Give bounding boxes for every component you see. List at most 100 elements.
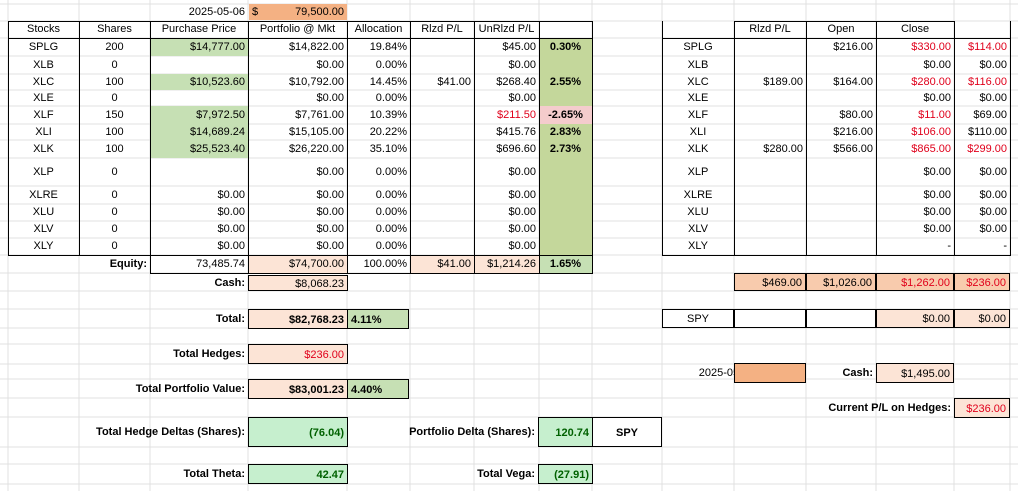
hedge-xlb-diff[interactable]: $0.00 bbox=[979, 59, 1007, 71]
hedge-xlf-rlzd[interactable] bbox=[734, 106, 806, 124]
row-xlre-mkt[interactable]: $0.00 bbox=[316, 189, 344, 201]
hedge-xlv-close[interactable]: $0.00 bbox=[923, 223, 951, 235]
hedge-xlk-close[interactable]: $865.00 bbox=[911, 143, 951, 155]
row-xlu-stock[interactable]: XLU bbox=[32, 206, 55, 218]
hedge-xlb-rlzd[interactable] bbox=[734, 56, 806, 74]
hedge-splg-stock[interactable]: SPLG bbox=[683, 41, 713, 53]
hedge-xlb-close[interactable]: $0.00 bbox=[923, 59, 951, 71]
hedge-total-open[interactable]: $1,026.00 bbox=[806, 273, 876, 291]
hedge-xlp-open[interactable] bbox=[806, 158, 876, 186]
row-xli-alloc[interactable]: 20.22% bbox=[369, 126, 407, 138]
row-xlf-unrlzd[interactable]: $211.50 bbox=[497, 109, 536, 121]
equity-alloc[interactable]: 100.00% bbox=[363, 258, 407, 270]
row-xli-shares[interactable]: 100 bbox=[105, 126, 124, 138]
row-xlc-alloc[interactable]: 14.45% bbox=[369, 76, 407, 88]
hedge-xlv-open[interactable] bbox=[806, 221, 876, 238]
portfolio-value[interactable]: $83,001.23 bbox=[248, 379, 348, 399]
hedge-xlk-open[interactable]: $566.00 bbox=[833, 143, 873, 155]
row-xle-unrlzd[interactable]: $0.00 bbox=[508, 92, 536, 104]
hedge-xlc-diff[interactable]: $116.00 bbox=[968, 76, 1007, 88]
row-splg-pct[interactable]: 0.30% bbox=[549, 41, 582, 53]
equity-rlzd[interactable]: $41.00 bbox=[410, 256, 474, 273]
row-xlf-pct[interactable]: -2.65% bbox=[539, 106, 592, 124]
row-splg-purchase[interactable]: $14,777.00 bbox=[150, 38, 248, 56]
row-xlc-stock[interactable]: XLC bbox=[32, 76, 55, 88]
row-xlb-purchase[interactable] bbox=[150, 56, 248, 74]
top-dollar[interactable]: $ bbox=[249, 4, 271, 20]
hedge-total-close[interactable]: $1,262.00 bbox=[876, 273, 954, 291]
hedge-xlc-stock[interactable]: XLC bbox=[687, 76, 709, 88]
hedge-xlb-open[interactable] bbox=[806, 56, 876, 74]
row-xlb-unrlzd[interactable]: $0.00 bbox=[508, 59, 536, 71]
portfolio-value-pct[interactable]: 4.40% bbox=[347, 379, 409, 399]
spy-diff[interactable]: $0.00 bbox=[954, 309, 1010, 328]
row-splg-mkt[interactable]: $14,822.00 bbox=[288, 41, 344, 53]
row-xle-alloc[interactable]: 0.00% bbox=[375, 92, 407, 104]
row-xlk-stock[interactable]: XLK bbox=[33, 143, 54, 155]
row-xlp-stock[interactable]: XLP bbox=[33, 166, 54, 178]
hedge-xlp-rlzd[interactable] bbox=[734, 158, 806, 186]
row-xlf-alloc[interactable]: 10.39% bbox=[369, 109, 407, 121]
row-xlk-unrlzd[interactable]: $696.60 bbox=[496, 143, 536, 155]
row-xly-alloc[interactable]: 0.00% bbox=[375, 240, 407, 252]
hedge-xle-stock[interactable]: XLE bbox=[687, 92, 709, 104]
hedge-xlf-close[interactable]: $11.00 bbox=[918, 109, 951, 121]
spy-open[interactable] bbox=[806, 309, 876, 328]
hedge-xle-rlzd[interactable] bbox=[734, 90, 806, 106]
hedge-xly-rlzd[interactable] bbox=[734, 238, 806, 255]
hedge-total-rlzd[interactable]: $469.00 bbox=[734, 273, 806, 291]
hedge-xlp-stock[interactable]: XLP bbox=[687, 166, 709, 178]
row-xlre-unrlzd[interactable]: $0.00 bbox=[508, 189, 536, 201]
row-xlre-shares[interactable]: 0 bbox=[111, 189, 118, 201]
row-xlp-purchase[interactable] bbox=[150, 158, 248, 186]
row-xly-mkt[interactable]: $0.00 bbox=[316, 240, 344, 252]
equity-unrlzd[interactable]: $1,214.26 bbox=[474, 256, 539, 273]
hedge-xlu-rlzd[interactable] bbox=[734, 204, 806, 221]
row-xlk-alloc[interactable]: 35.10% bbox=[369, 143, 407, 155]
row-xlc-mkt[interactable]: $10,792.00 bbox=[288, 76, 344, 88]
top-date[interactable]: 2025-05-06 bbox=[188, 6, 245, 18]
row-xlp-mkt[interactable]: $0.00 bbox=[316, 166, 344, 178]
row-xlb-alloc[interactable]: 0.00% bbox=[375, 59, 407, 71]
row-xlv-alloc[interactable]: 0.00% bbox=[375, 223, 407, 235]
row-xle-stock[interactable]: XLE bbox=[33, 92, 54, 104]
spy-label[interactable]: SPY bbox=[662, 309, 734, 328]
cash-value[interactable]: $8,068.23 bbox=[248, 275, 348, 291]
current-pl-value[interactable]: $236.00 bbox=[954, 398, 1010, 418]
hedge-xlc-open[interactable]: $164.00 bbox=[833, 76, 873, 88]
row-splg-rlzd[interactable] bbox=[410, 38, 474, 56]
hedge-xlre-diff[interactable]: $0.00 bbox=[979, 189, 1007, 201]
hedge-xli-diff[interactable]: $110.00 bbox=[968, 126, 1007, 138]
row-splg-stock[interactable]: SPLG bbox=[28, 41, 59, 53]
row-xly-shares[interactable]: 0 bbox=[111, 240, 118, 252]
row-xlk-shares[interactable]: 100 bbox=[105, 143, 124, 155]
top-amount[interactable]: 79,500.00 bbox=[271, 4, 347, 20]
row-xlc-rlzd[interactable]: $41.00 bbox=[437, 76, 471, 88]
row-xlu-alloc[interactable]: 0.00% bbox=[375, 206, 407, 218]
hedge-xlu-stock[interactable]: XLU bbox=[687, 206, 709, 218]
row-xlp-shares[interactable]: 0 bbox=[111, 166, 118, 178]
row-xly-pct[interactable] bbox=[539, 238, 592, 255]
hedge-xli-close[interactable]: $106.00 bbox=[911, 126, 951, 138]
total-pct[interactable]: 4.11% bbox=[347, 309, 409, 329]
hedge-xli-open[interactable]: $216.00 bbox=[833, 126, 873, 138]
hedge-splg-close[interactable]: $330.00 bbox=[911, 41, 951, 53]
hedge-xlk-diff[interactable]: $299.00 bbox=[967, 143, 1007, 155]
equity-pct[interactable]: 1.65% bbox=[539, 256, 592, 273]
hedge-xlre-rlzd[interactable] bbox=[734, 186, 806, 204]
total-value[interactable]: $82,768.23 bbox=[248, 309, 348, 329]
hedge-total-diff[interactable]: $236.00 bbox=[954, 273, 1010, 291]
spy-close[interactable]: $0.00 bbox=[876, 309, 954, 328]
hedge-xle-open[interactable] bbox=[806, 90, 876, 106]
right-date-input[interactable] bbox=[734, 363, 806, 383]
hedge-xli-stock[interactable]: XLI bbox=[689, 126, 707, 138]
row-xly-rlzd[interactable] bbox=[410, 238, 474, 255]
row-xli-stock[interactable]: XLI bbox=[35, 126, 52, 138]
vega-value[interactable]: (27.91) bbox=[538, 464, 593, 484]
row-xlc-purchase[interactable]: $10,523.60 bbox=[150, 74, 248, 90]
row-xlk-rlzd[interactable] bbox=[410, 140, 474, 158]
row-xlv-unrlzd[interactable]: $0.00 bbox=[508, 223, 536, 235]
hedge-xlc-rlzd[interactable]: $189.00 bbox=[763, 76, 803, 88]
hedge-xlk-rlzd[interactable]: $280.00 bbox=[763, 143, 803, 155]
row-xlv-stock[interactable]: XLV bbox=[33, 223, 54, 235]
